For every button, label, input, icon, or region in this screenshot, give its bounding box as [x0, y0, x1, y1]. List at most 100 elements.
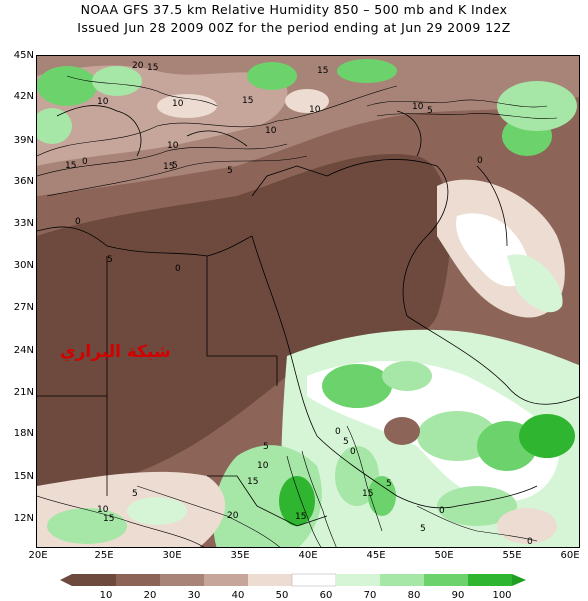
contour-label: 0: [82, 157, 88, 167]
contour-label: 10: [172, 99, 184, 109]
lon-label: 45E: [366, 550, 386, 561]
contour-label: 0: [527, 537, 533, 547]
contour-label: 20: [132, 61, 144, 71]
contour-label: 10: [167, 141, 179, 151]
lat-label: 15N: [13, 471, 34, 482]
colorbar-swatch: [291, 573, 337, 587]
moist-patch: [92, 66, 142, 96]
contour-label: 5: [107, 255, 113, 265]
pale-patch: [157, 94, 217, 118]
contour-label: 15: [103, 514, 114, 524]
contour-label: 5: [172, 161, 178, 171]
k-index-contours: [37, 75, 558, 547]
lon-label: 20E: [28, 550, 48, 561]
lon-label: 50E: [434, 550, 454, 561]
humidity-map-canvas: 20 15 10 15 10 5 0 15 10 15 10 5 0 5 0 1…: [37, 56, 579, 547]
colorbar-swatch: [248, 574, 292, 586]
lat-label: 18N: [13, 428, 34, 439]
colorbar-label: 50: [275, 590, 289, 601]
colorbar-label: 60: [319, 590, 333, 601]
contour-label: 5: [343, 437, 349, 447]
moist-patch: [127, 497, 187, 525]
moist-patch: [382, 361, 432, 391]
lat-label: 39N: [13, 135, 34, 146]
dry-core: [37, 154, 451, 496]
lat-label: 27N: [13, 302, 34, 313]
saturated-patch: [519, 414, 575, 458]
contour-label: 10: [412, 102, 424, 112]
moist-patch: [507, 254, 563, 313]
lon-label: 35E: [230, 550, 250, 561]
contour-label: 15: [247, 477, 258, 487]
moist-patch: [417, 411, 497, 461]
lon-label: 30E: [162, 550, 182, 561]
contour-label: 15: [317, 66, 328, 76]
contour-label: 5: [263, 442, 269, 452]
lat-label: 36N: [13, 176, 34, 187]
contour-label: 15: [362, 489, 373, 499]
moist-patch: [337, 59, 397, 83]
contour-label: 0: [350, 447, 356, 457]
contour-label: 0: [439, 506, 445, 516]
lat-label: 12N: [13, 513, 34, 524]
contour-label: 10: [97, 505, 109, 515]
colorbar-swatch: [424, 574, 468, 586]
lat-label: 45N: [13, 50, 34, 61]
contour-label: 10: [97, 97, 109, 107]
colorbar-swatch: [336, 574, 380, 586]
dry-patch: [384, 417, 420, 445]
moist-patch: [497, 81, 577, 131]
contour-label: 10: [265, 126, 277, 136]
contour-label: 0: [477, 156, 483, 166]
lon-label: 25E: [94, 550, 114, 561]
colorbar-label: 80: [407, 590, 421, 601]
colorbar-swatch: [468, 574, 512, 586]
humidity-map[interactable]: 20 15 10 15 10 5 0 15 10 15 10 5 0 5 0 1…: [36, 55, 580, 548]
colorbar-label: 100: [492, 590, 512, 601]
contour-label: 15: [147, 63, 158, 73]
lon-label: 40E: [298, 550, 318, 561]
country-boundaries: [37, 105, 579, 527]
contour-label-group: 20 15 10 15 10 5 0 15 10 15 10 5 0 5 0 1…: [65, 61, 533, 547]
contour-label: 5: [227, 166, 233, 176]
pale-patch: [285, 89, 329, 113]
contour-label: 15: [295, 512, 306, 522]
colorbar-swatch: [116, 574, 160, 586]
contour-label: 15: [65, 161, 76, 171]
colorbar-arrow-left: [60, 574, 72, 586]
pale-patch: [497, 508, 557, 544]
moist-patch: [37, 108, 72, 144]
contour-label: 20: [227, 511, 239, 521]
colorbar-label: 10: [99, 590, 113, 601]
contour-label: 5: [132, 489, 138, 499]
contour-label: 10: [309, 105, 321, 115]
colorbar-swatch: [204, 574, 248, 586]
map-title-line-2: Issued Jun 28 2009 00Z for the period en…: [77, 20, 511, 35]
colorbar-swatch: [72, 574, 116, 586]
contour-label: 15: [163, 162, 174, 172]
contour-label: 0: [75, 217, 81, 227]
colorbar-swatch: [380, 574, 424, 586]
moist-patch: [437, 486, 517, 526]
lat-label: 21N: [13, 387, 34, 398]
lat-label: 42N: [13, 91, 34, 102]
map-title-line-1: NOAA GFS 37.5 km Relative Humidity 850 –…: [80, 2, 508, 17]
colorbar-label: 20: [143, 590, 157, 601]
colorbar-label: 70: [363, 590, 377, 601]
moist-patch: [37, 66, 97, 106]
colorbar-label: 30: [187, 590, 201, 601]
lat-label: 33N: [13, 218, 34, 229]
lon-label: 60E: [560, 550, 580, 561]
contour-label: 5: [420, 524, 426, 534]
moist-patch: [247, 62, 297, 90]
lat-label: 30N: [13, 260, 34, 271]
lat-label: 24N: [13, 345, 34, 356]
colorbar-swatch: [160, 574, 204, 586]
lon-label: 55E: [502, 550, 522, 561]
colorbar: [60, 573, 526, 587]
moist-patch: [47, 508, 127, 544]
contour-label: 0: [335, 427, 341, 437]
colorbar-arrow-right: [512, 574, 526, 586]
contour-label: 15: [242, 96, 253, 106]
contour-label: 5: [386, 479, 392, 489]
